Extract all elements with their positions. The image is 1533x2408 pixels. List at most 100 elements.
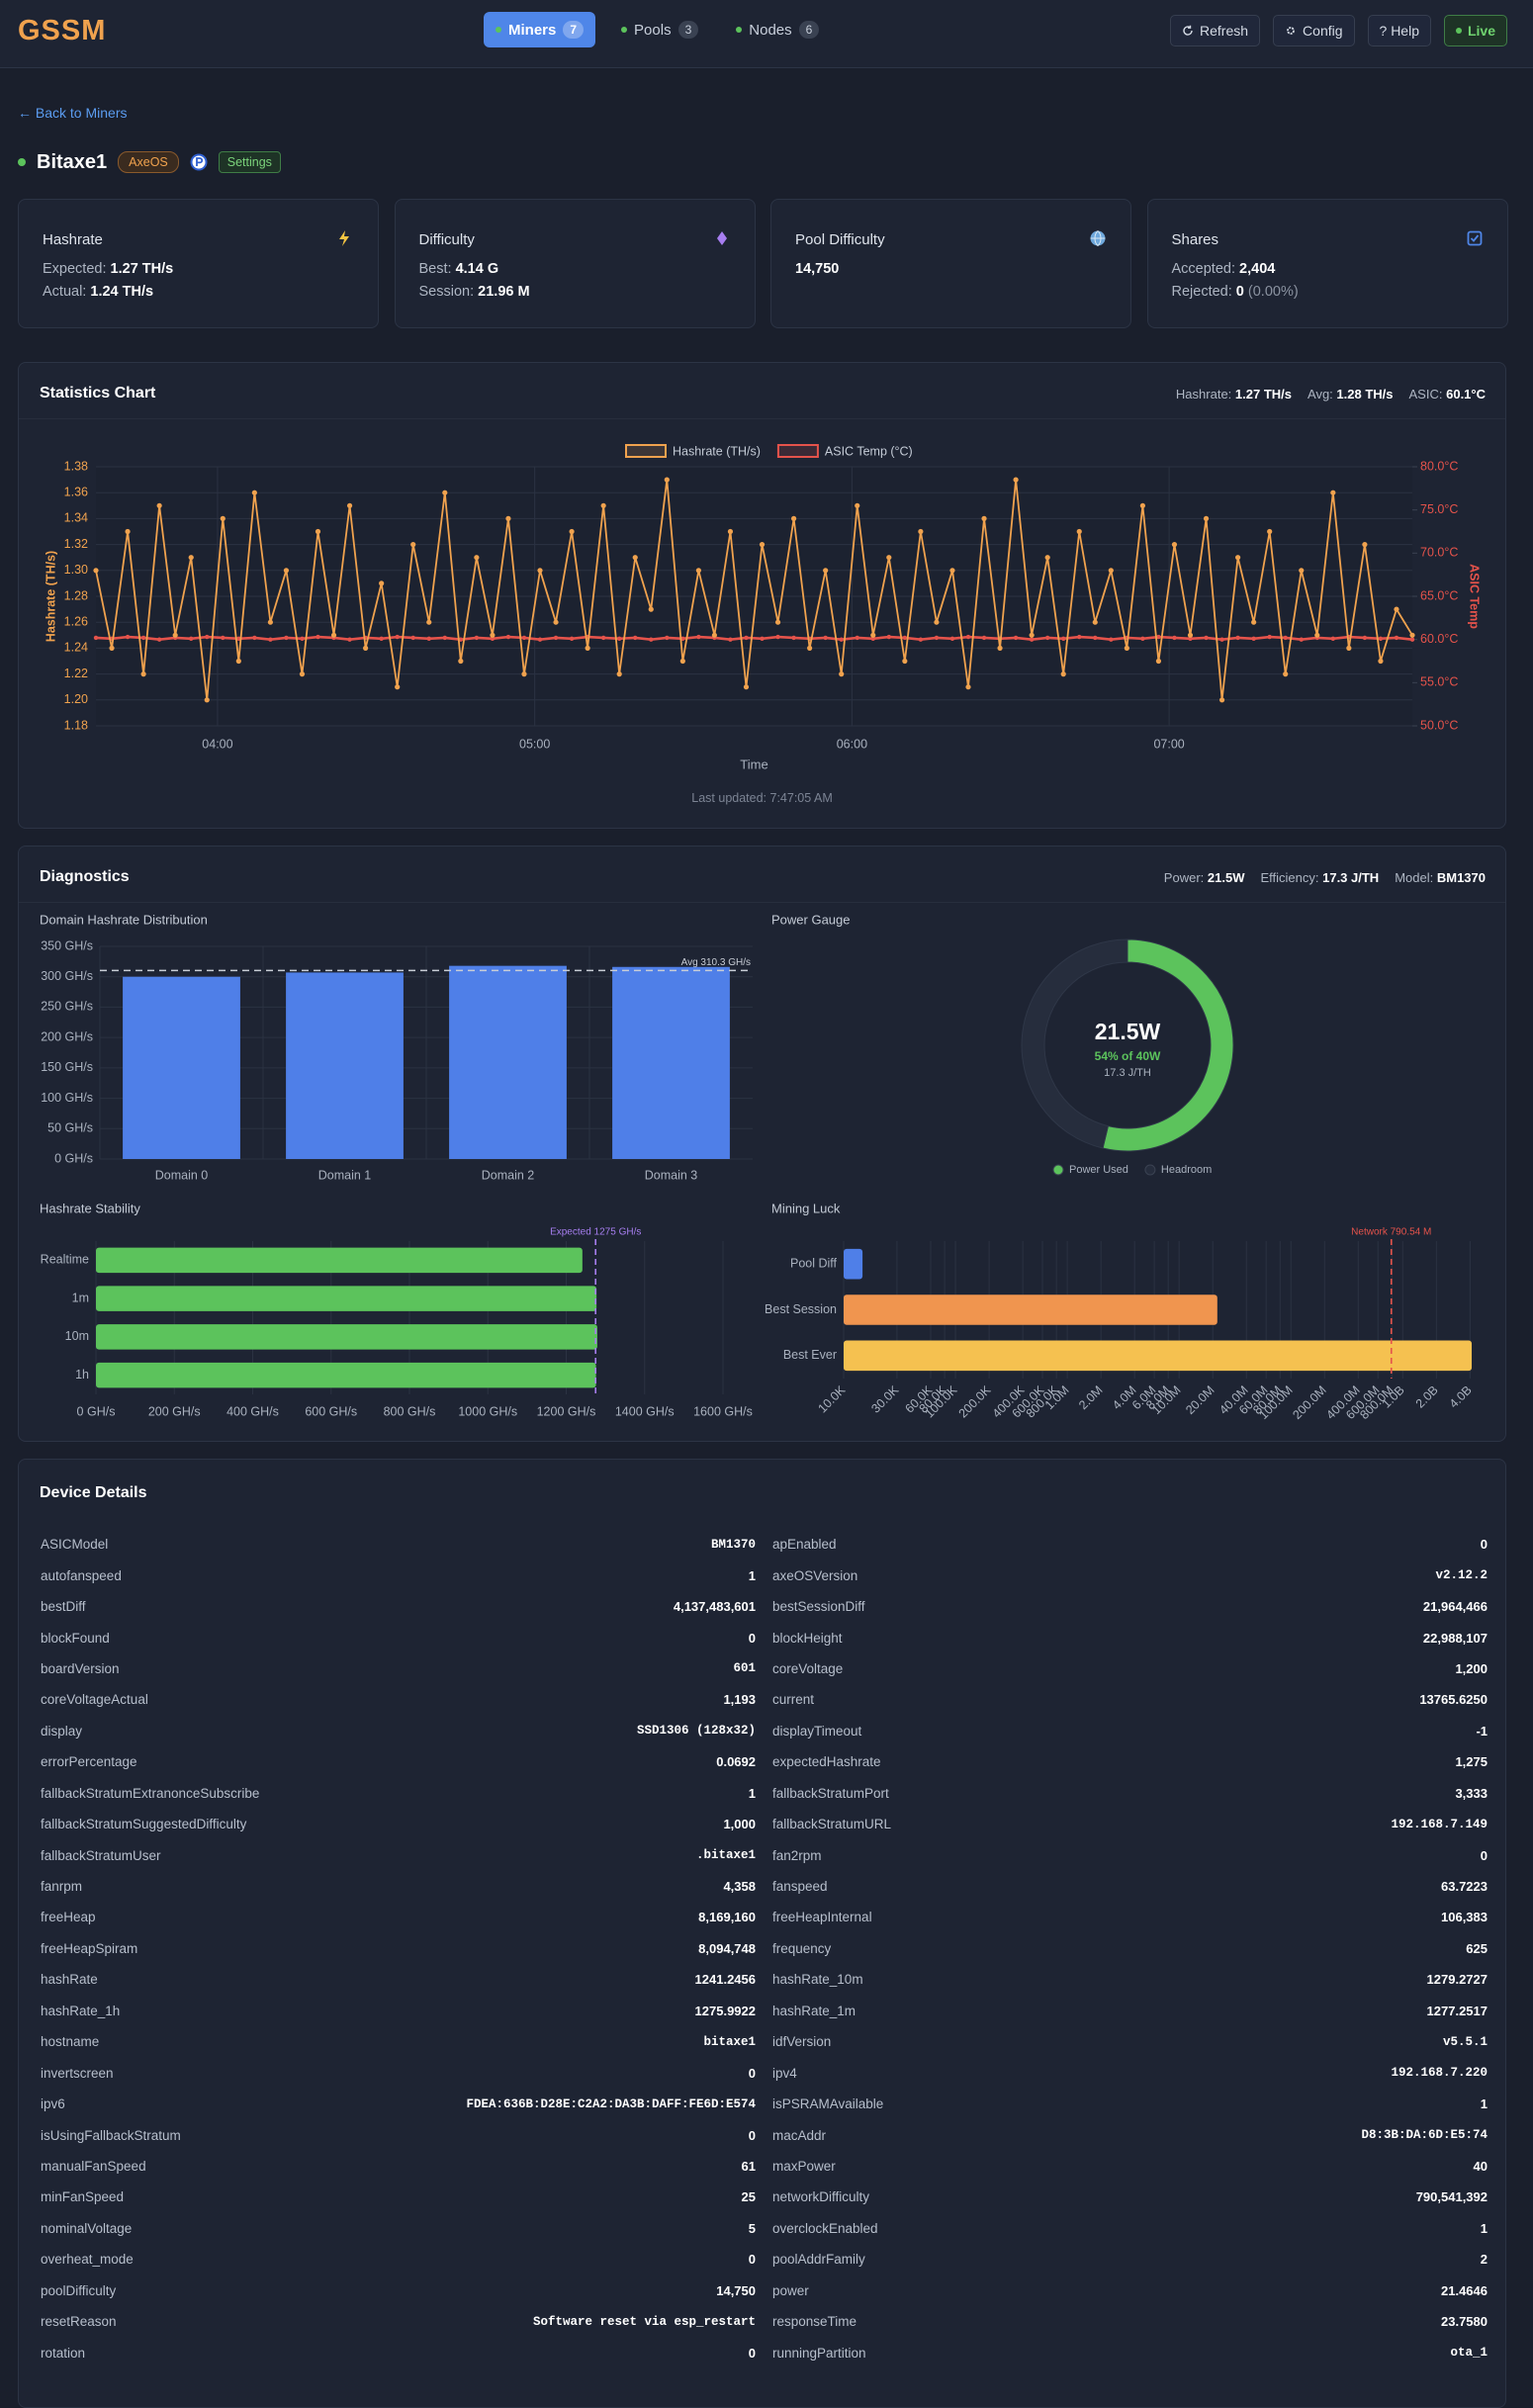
detail-row: apEnabled 0 [772, 1529, 1488, 1560]
logo[interactable]: GSSM [18, 15, 107, 46]
firmware-badge: AxeOS [118, 151, 179, 173]
detail-row: displayTimeout -1 [772, 1716, 1488, 1746]
detail-key: nominalVoltage [41, 2220, 133, 2236]
row-label: Best: [418, 261, 452, 277]
detail-value: 1,200 [1455, 1660, 1488, 1676]
detail-value: 61 [741, 2158, 756, 2174]
detail-value: 1277.2517 [1426, 2003, 1488, 2018]
detail-row: isUsingFallbackStratum 0 [41, 2119, 756, 2150]
detail-row: coreVoltage 1,200 [772, 1653, 1488, 1684]
summary-value: 1.27 TH/s [1234, 387, 1293, 401]
header-button[interactable]: Config [1273, 15, 1355, 46]
detail-value: 106,383 [1441, 1910, 1488, 1925]
detail-row: minFanSpeed 25 [41, 2182, 756, 2212]
detail-row: bestDiff 4,137,483,601 [41, 1591, 756, 1622]
detail-row: blockHeight 22,988,107 [772, 1622, 1488, 1652]
row-note: (0.00%) [1247, 284, 1299, 300]
tab-label[interactable]: Miners [508, 21, 557, 39]
card-row: Accepted: 2,404 [1172, 261, 1276, 277]
settings-button[interactable]: Settings [218, 151, 281, 173]
detail-key: manualFanSpeed [41, 2158, 146, 2174]
status-dot [621, 27, 628, 33]
detail-row: hashRate 1241.2456 [41, 1964, 756, 1995]
detail-key: maxPower [772, 2158, 836, 2174]
detail-row: responseTime 23.7580 [772, 2306, 1488, 2337]
card-row: Best: 4.14 G [419, 261, 499, 277]
card-icon [1090, 230, 1106, 247]
detail-row: maxPower 40 [772, 2151, 1488, 2182]
detail-value: 23.7580 [1441, 2314, 1488, 2330]
detail-row: fallbackStratumUser .bitaxe1 [41, 1839, 756, 1870]
detail-row: autofanspeed 1 [41, 1560, 756, 1590]
detail-row: rotation 0 [41, 2337, 756, 2367]
detail-row: ASICModel BM1370 [41, 1529, 756, 1560]
summary-value: 60.1°C [1446, 387, 1486, 401]
tab-label[interactable]: Nodes [749, 21, 792, 39]
card-row: Session: 21.96 M [419, 284, 530, 300]
detail-row: blockFound 0 [41, 1622, 756, 1652]
header-button[interactable]: ? Help [1367, 15, 1431, 46]
detail-row: freeHeapSpiram 8,094,748 [41, 1933, 756, 1964]
nav-tab[interactable]: Miners 7 [484, 12, 596, 47]
nav-tab[interactable]: Nodes 6 [724, 12, 831, 47]
detail-row: invertscreen 0 [41, 2057, 756, 2088]
header-button[interactable]: Live [1443, 15, 1507, 46]
detail-value: 4,137,483,601 [673, 1599, 756, 1615]
tab-count: 7 [563, 21, 585, 39]
detail-value: 625 [1466, 1940, 1488, 1956]
gear-icon [1287, 27, 1295, 35]
detail-key: blockHeight [772, 1630, 843, 1646]
card-icon [716, 231, 727, 245]
globe-lines [1090, 230, 1106, 247]
summary-label: Model: [1395, 870, 1434, 885]
settings-label[interactable]: Settings [226, 155, 272, 169]
button-label[interactable]: Config [1303, 23, 1343, 39]
stat-card: Difficulty Best: 4.14 G Session: 21.96 M [394, 199, 756, 328]
back-link[interactable]: ← Back to Miners [18, 105, 128, 121]
tab-label[interactable]: Pools [634, 21, 672, 39]
detail-key: displayTimeout [772, 1723, 862, 1739]
diagnostics-section: Diagnostics Power: 21.5W Efficiency: 17.3… [18, 846, 1506, 1442]
detail-key: fanrpm [41, 1879, 83, 1895]
detail-key: fallbackStratumPort [772, 1785, 889, 1801]
card-title: Pool Difficulty [795, 231, 885, 248]
detail-value: 0 [748, 2345, 756, 2361]
button-label[interactable]: ? Help [1379, 23, 1419, 39]
header-button[interactable]: Refresh [1170, 15, 1261, 46]
summary-label: Efficiency: [1260, 870, 1319, 885]
miner-header: Bitaxe1 AxeOS Settings [18, 147, 281, 177]
nav-tab[interactable]: Pools 3 [609, 12, 710, 47]
detail-key: responseTime [772, 2314, 857, 2330]
detail-value: 4,358 [723, 1879, 756, 1895]
summary-item: Hashrate: 1.27 TH/s [1176, 387, 1292, 401]
detail-key: hashRate_1m [772, 2003, 857, 2018]
detail-key: power [772, 2282, 809, 2298]
detail-value: 0.0692 [716, 1754, 756, 1770]
card-title: Difficulty [418, 231, 475, 248]
header-buttons: Refresh Config ? Help Live [1170, 15, 1507, 46]
detail-value: 1 [748, 1567, 756, 1583]
summary-item: Efficiency: 17.3 J/TH [1260, 870, 1379, 885]
detail-key: rotation [41, 2345, 86, 2361]
detail-key: fanspeed [772, 1879, 828, 1895]
detail-value: 0 [1480, 1847, 1488, 1863]
detail-key: freeHeapInternal [772, 1910, 872, 1925]
detail-key: boardVersion [41, 1660, 120, 1676]
detail-key: fan2rpm [772, 1847, 822, 1863]
button-label[interactable]: Live [1467, 23, 1495, 39]
button-label[interactable]: Refresh [1200, 23, 1249, 39]
summary-value: 1.28 TH/s [1336, 387, 1394, 401]
section-title: Device Details [40, 1484, 147, 1501]
card-title: Hashrate [43, 231, 103, 248]
detail-key: poolDifficulty [41, 2282, 117, 2298]
detail-key: macAddr [772, 2127, 827, 2143]
summary-item: ASIC: 60.1°C [1409, 387, 1486, 401]
detail-row: expectedHashrate 1,275 [772, 1746, 1488, 1777]
detail-row: ipv4 192.168.7.220 [772, 2057, 1488, 2088]
detail-key: fallbackStratumUser [41, 1847, 161, 1863]
stat-card: Pool Difficulty 14,750 [770, 199, 1131, 328]
row-value: 4.14 G [455, 261, 499, 277]
detail-key: display [41, 1723, 83, 1739]
detail-key: axeOSVersion [772, 1567, 858, 1583]
